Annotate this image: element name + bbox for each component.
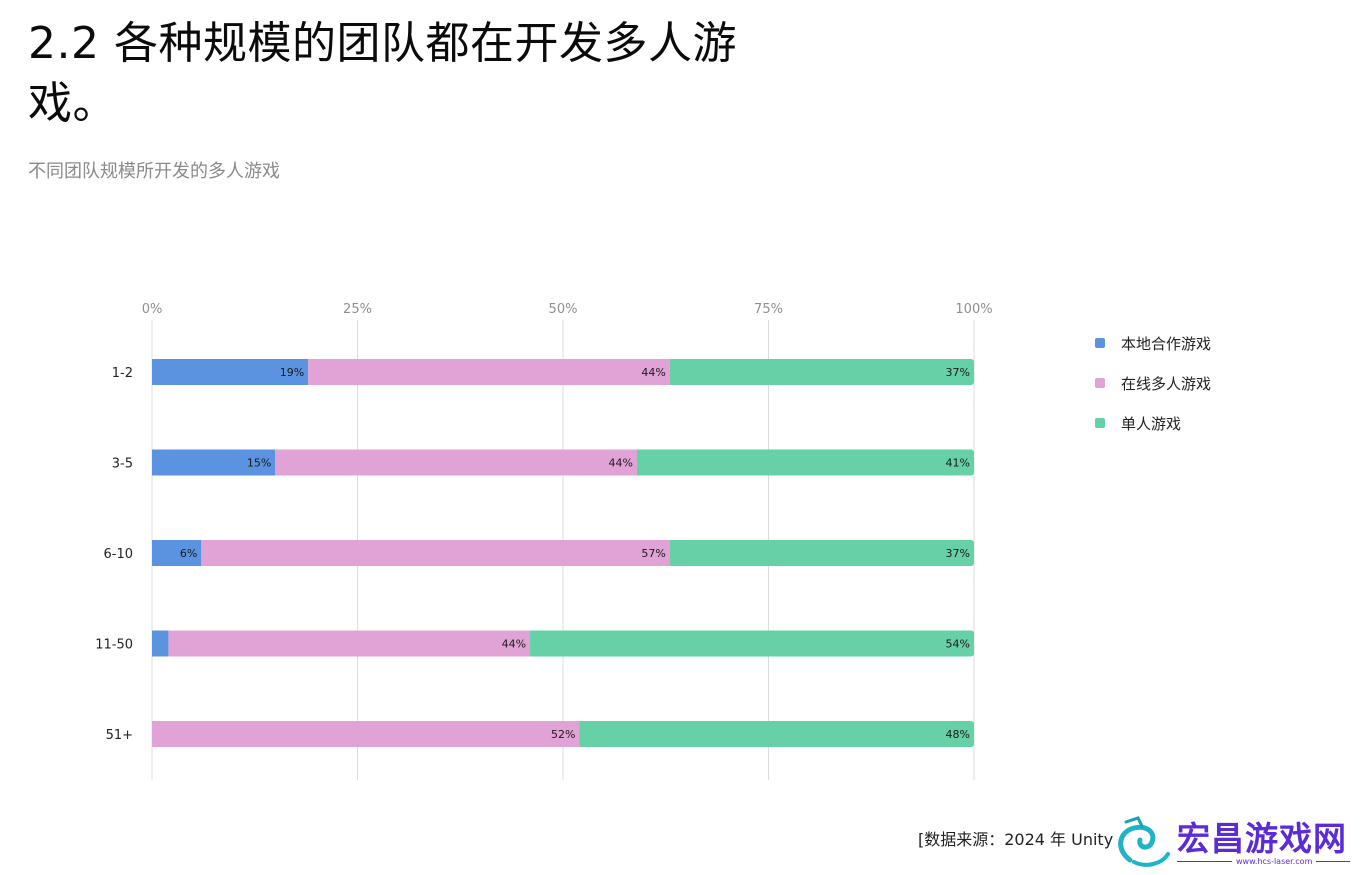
bar-segment-edge [669,359,676,385]
bar-segment [530,630,974,657]
data-label: 19% [280,366,304,379]
bar-segment [152,721,580,747]
chart-subtitle: 不同团队规模所开发的多人游戏 [28,161,280,182]
legend-item: 本地合作游戏 [1095,323,1211,363]
legend-swatch [1095,338,1105,348]
legend-swatch [1095,378,1105,388]
chart-legend: 本地合作游戏 在线多人游戏 单人游戏 [1095,323,1211,443]
data-label: 6% [180,547,197,560]
y-tick-label: 3-5 [112,457,133,472]
bar-segment [152,540,202,566]
page-title: 2.2 各种规模的团队都在开发多人游戏。 [28,18,737,129]
bar-segment [152,630,169,657]
x-tick-label: 0% [142,302,163,317]
data-label: 44% [609,457,633,470]
data-label: 37% [946,366,970,379]
bar-segment-edge [530,630,537,657]
watermark-url: www.hcs-laser.com [1232,857,1317,866]
bar-segment [201,540,670,566]
bar-segment-edge [669,540,676,566]
data-label: 44% [502,638,526,651]
y-tick-label: 11-50 [95,638,133,653]
bar-segment-edge [579,721,586,747]
x-tick-label: 100% [955,302,992,317]
watermark-text: 宏昌游戏网 [1177,819,1347,858]
data-label: 44% [641,366,665,379]
dragon-logo-icon [1118,816,1170,867]
data-label: 48% [946,728,970,741]
data-source-note: [数据来源：2024 年 Unity [918,830,1114,849]
x-tick-label: 50% [549,302,578,317]
x-tick-label: 75% [754,302,783,317]
y-tick-label: 51+ [106,728,133,743]
bar-segment [168,630,531,657]
bar-segment-edge [636,449,643,476]
legend-item: 单人游戏 [1095,403,1211,443]
bar-segment [275,449,637,476]
bar-segment [308,359,670,385]
bar-segment [152,359,309,385]
legend-item: 在线多人游戏 [1095,363,1211,403]
legend-swatch [1095,418,1105,428]
legend-label: 在线多人游戏 [1121,374,1212,393]
data-label: 41% [946,457,970,470]
legend-label: 本地合作游戏 [1121,334,1212,353]
bar-segment [669,359,974,385]
legend-label: 单人游戏 [1121,414,1182,433]
y-tick-label: 6-10 [103,547,133,562]
watermark-logo: 宏昌游戏网 www.hcs-laser.com [1112,810,1358,870]
data-label: 54% [946,638,970,651]
bar-segment [669,540,974,566]
bar-segment [579,721,974,747]
y-tick-label: 1-2 [112,366,133,381]
data-label: 57% [641,547,665,560]
data-label: 15% [247,457,271,470]
data-label: 52% [551,728,575,741]
bar-segment [152,449,276,476]
bar-segment [636,449,974,476]
data-label: 37% [946,547,970,560]
x-tick-label: 25% [343,302,372,317]
